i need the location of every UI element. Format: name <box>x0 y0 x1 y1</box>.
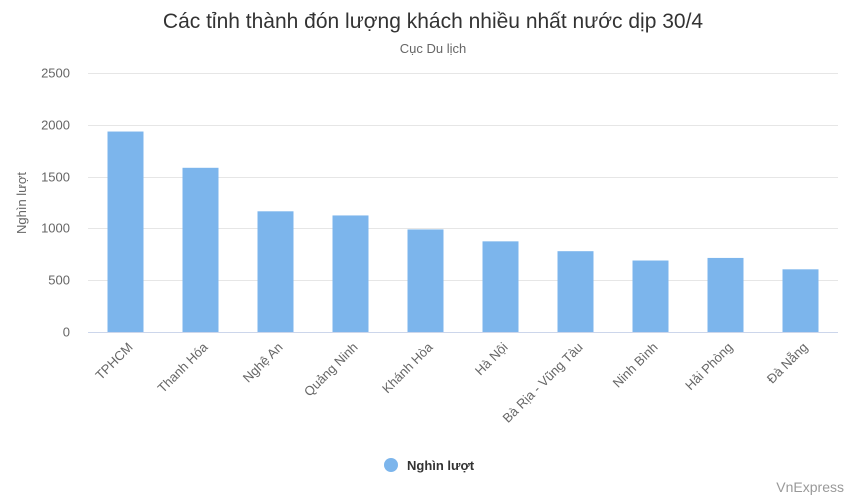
bar[interactable] <box>107 131 144 332</box>
x-tick-label: Ninh Bình <box>610 340 661 391</box>
bar[interactable] <box>632 260 669 332</box>
y-tick-label: 1500 <box>41 170 70 185</box>
y-tick-label: 2000 <box>41 118 70 133</box>
legend[interactable]: Nghìn lượt <box>384 458 475 473</box>
x-tick-label: Hải Phòng <box>682 340 736 394</box>
bar[interactable] <box>257 211 294 332</box>
legend-marker <box>384 458 398 472</box>
x-tick-label: Khánh Hòa <box>379 339 436 396</box>
credit-label[interactable]: VnExpress <box>776 479 844 495</box>
bar[interactable] <box>782 269 819 332</box>
chart-title: Các tỉnh thành đón lượng khách nhiều nhấ… <box>163 10 704 33</box>
bar[interactable] <box>407 229 444 332</box>
bar[interactable] <box>332 215 369 332</box>
bar[interactable] <box>707 257 744 332</box>
x-tick-label: Quảng Ninh <box>301 340 361 400</box>
x-tick-label: Đà Nẵng <box>764 340 811 387</box>
x-tick-label: Bà Rịa - Vũng Tàu <box>500 340 586 426</box>
y-tick-label: 500 <box>48 273 70 288</box>
x-tick-label: Hà Nội <box>472 339 511 378</box>
x-tick-label: Thanh Hóa <box>155 339 212 396</box>
y-axis-label: Nghìn lượt <box>14 172 29 234</box>
y-tick-label: 0 <box>63 325 70 340</box>
x-tick-label: Nghệ An <box>240 340 286 386</box>
y-tick-label: 1000 <box>41 221 70 236</box>
bar[interactable] <box>182 167 219 332</box>
bar[interactable] <box>482 241 519 332</box>
chart-subtitle: Cục Du lịch <box>400 41 466 56</box>
y-tick-label: 2500 <box>41 66 70 81</box>
bar[interactable] <box>557 251 594 332</box>
x-tick-label: TPHCM <box>92 340 135 383</box>
legend-label: Nghìn lượt <box>407 458 475 473</box>
